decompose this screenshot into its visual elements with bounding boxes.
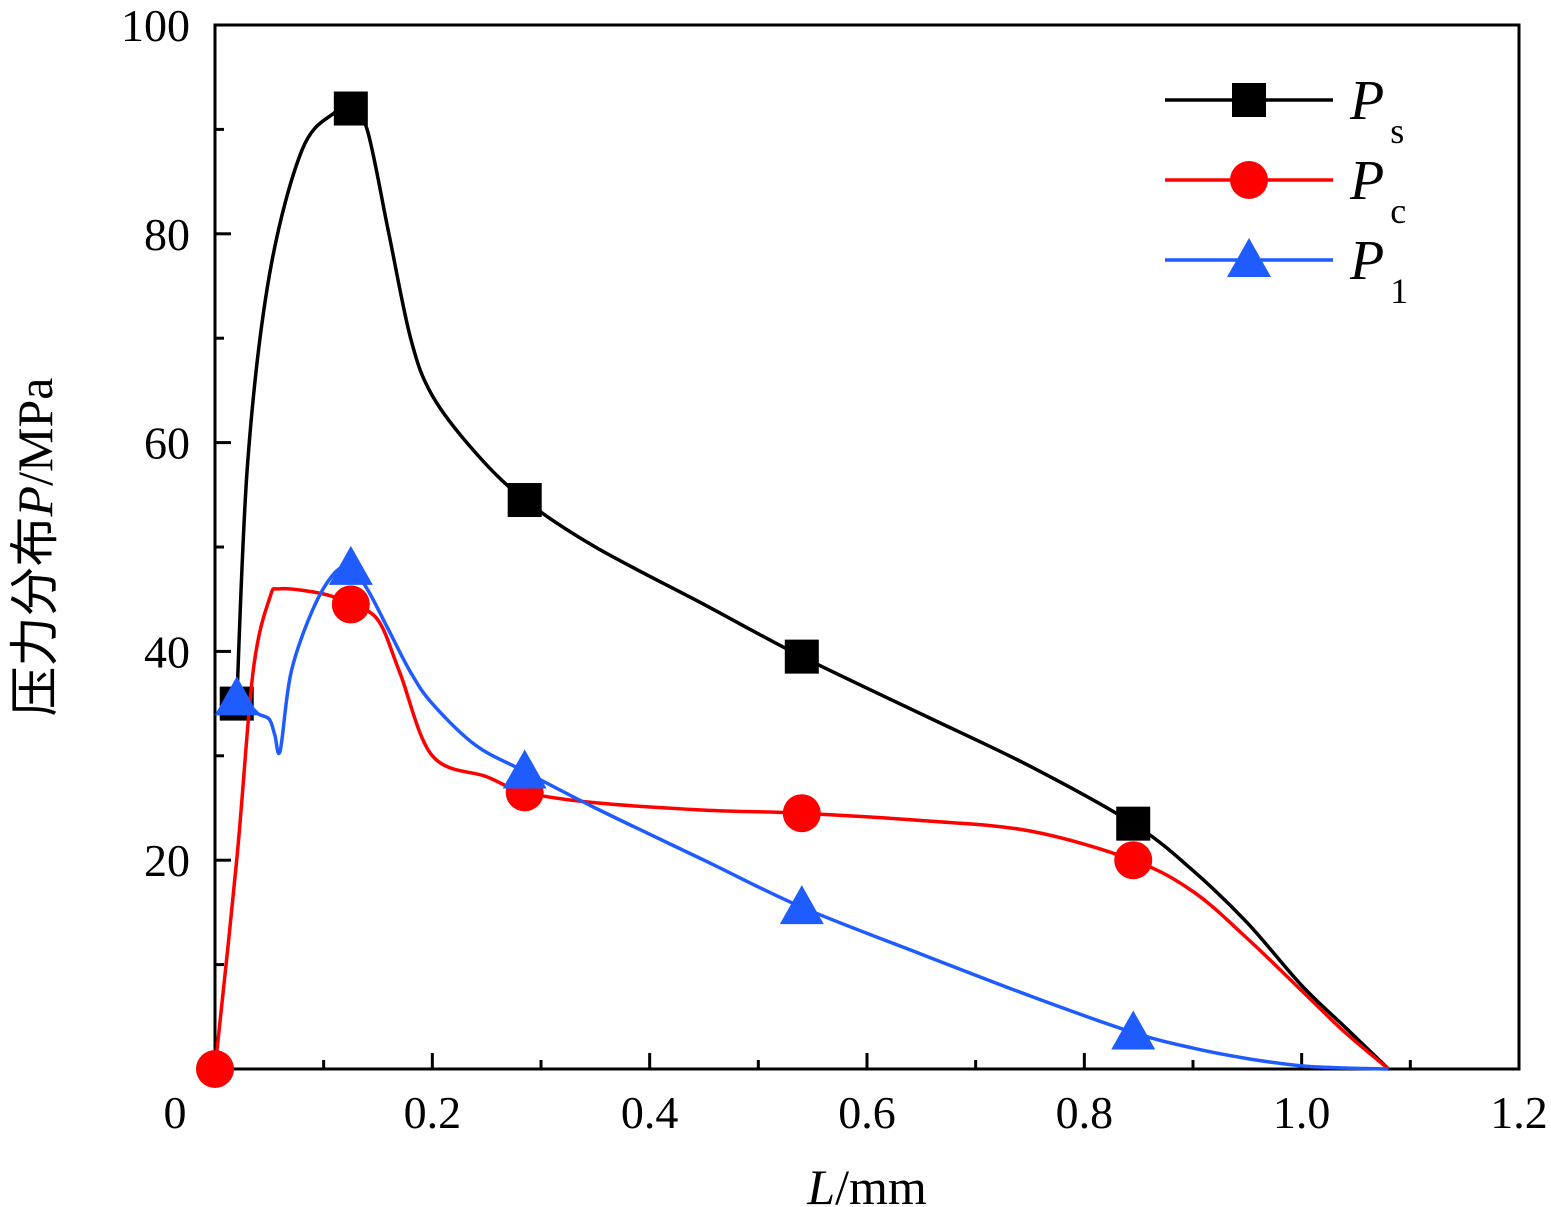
y-axis-title: 压力分布P/MPa xyxy=(7,378,63,717)
x-tick-label: 1.0 xyxy=(1273,1087,1331,1138)
y-tick-label: 100 xyxy=(121,0,190,51)
data-point-Pc xyxy=(782,794,821,833)
x-tick-label: 0 xyxy=(164,1087,187,1138)
y-tick-label: 60 xyxy=(144,418,190,469)
data-point-Ps xyxy=(1116,806,1151,841)
data-point-P1 xyxy=(502,749,547,789)
data-point-P1 xyxy=(779,885,824,925)
x-tick-label: 1.2 xyxy=(1490,1087,1548,1138)
data-point-P1 xyxy=(1111,1010,1156,1050)
data-point-Ps xyxy=(507,483,542,518)
data-point-Ps xyxy=(333,91,368,126)
legend-marker xyxy=(1230,161,1268,199)
x-tick-label: 0.4 xyxy=(621,1087,679,1138)
x-axis-title: L/mm xyxy=(806,1159,927,1207)
x-tick-label: 0.6 xyxy=(838,1087,896,1138)
series-line-P1 xyxy=(235,564,1389,1071)
x-tick-label: 0.8 xyxy=(1056,1087,1114,1138)
data-point-Pc xyxy=(331,585,370,624)
y-tick-label: 40 xyxy=(144,626,190,677)
y-tick-label: 20 xyxy=(144,835,190,886)
series-line-Ps xyxy=(234,105,1390,1071)
series-Pc xyxy=(196,585,1390,1088)
data-point-Pc xyxy=(1114,841,1153,880)
data-point-Ps xyxy=(784,639,819,674)
data-point-P1 xyxy=(328,545,373,585)
y-tick-label: 80 xyxy=(144,209,190,260)
series-P1 xyxy=(214,545,1389,1071)
data-point-P1 xyxy=(214,676,259,716)
series-group xyxy=(196,91,1390,1088)
legend-marker xyxy=(1227,238,1271,277)
data-point-Pc xyxy=(196,1050,234,1088)
legend-marker xyxy=(1232,83,1266,117)
x-tick-label: 0.2 xyxy=(404,1087,462,1138)
tick-labels: 0 0.2 0.4 0.6 0.8 1.0 1.2 20 40 60 80 100 xyxy=(121,0,1548,1138)
